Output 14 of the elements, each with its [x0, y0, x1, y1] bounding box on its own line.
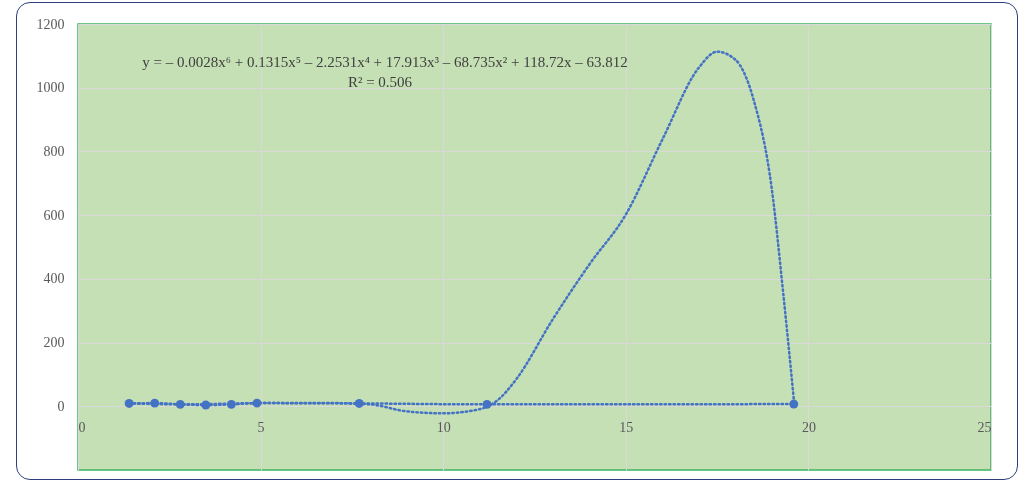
- y-tick-label: 400: [43, 271, 65, 287]
- x-tick-label: 20: [801, 419, 816, 435]
- y-tick-label: 1000: [36, 80, 65, 96]
- y-tick-label: 200: [43, 335, 65, 351]
- y-tick-label: 1200: [36, 16, 65, 32]
- y-tick-label: 800: [43, 143, 65, 159]
- x-tick-label: 10: [436, 419, 451, 435]
- x-tick-label: 0: [78, 419, 86, 435]
- y-tick-label: 0: [57, 398, 65, 414]
- annotation: R² = 0.506: [347, 74, 413, 90]
- y-tick-label: 600: [43, 207, 65, 223]
- annotation: y = – 0.0028x⁶ + 0.1315x⁵ – 2.2531x⁴ + 17.913x³ – 68.735x² + 118.72x – 63.812: [142, 54, 628, 70]
- x-tick-label: 15: [619, 419, 634, 435]
- x-tick-label: 5: [257, 419, 265, 435]
